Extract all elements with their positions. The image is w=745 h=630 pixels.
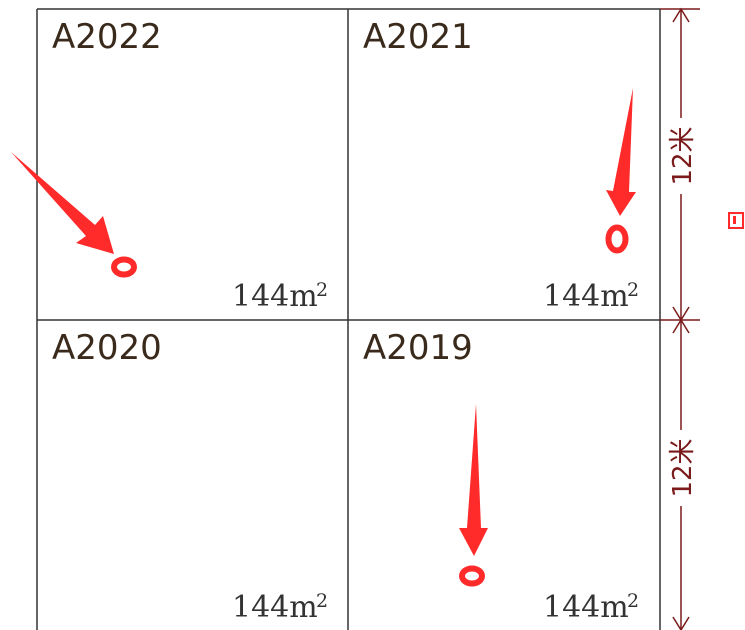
area-superscript: 2 — [627, 590, 639, 612]
arrow-icon — [606, 88, 636, 216]
area-label-a2019: 144m 2 — [543, 590, 639, 625]
dimension-line — [660, 7, 700, 630]
dimension-arrowhead-icon — [672, 616, 690, 630]
area-superscript: 2 — [316, 279, 328, 301]
grid-lines — [36, 8, 661, 630]
ring-marker-icon — [459, 565, 485, 587]
marker-arrow-a2022 — [11, 152, 137, 278]
arrow-icon — [459, 404, 488, 556]
arrow-icon — [11, 152, 114, 254]
small-square-icon — [728, 212, 744, 229]
dimension-label-bottom: 12米 — [668, 438, 698, 497]
area-value: 144m — [543, 590, 629, 625]
plot-label-a2021: A2021 — [363, 17, 473, 57]
area-label-a2020: 144m 2 — [232, 590, 328, 625]
area-label-a2022: 144m 2 — [232, 279, 328, 314]
dimension-label-backing — [669, 430, 695, 506]
ring-marker-icon — [605, 224, 629, 254]
dimension-label-top: 12米 — [668, 126, 698, 185]
area-value: 144m — [232, 279, 318, 314]
dimension-arrowhead-icon — [672, 318, 690, 334]
marker-arrow-a2019 — [459, 404, 488, 587]
plot-label-a2022: A2022 — [52, 17, 162, 57]
marker-arrow-a2021 — [605, 88, 636, 254]
area-superscript: 2 — [627, 279, 639, 301]
area-label-a2021: 144m 2 — [543, 279, 639, 314]
area-value: 144m — [543, 279, 629, 314]
plot-label-a2019: A2019 — [363, 328, 473, 368]
ring-marker-icon — [111, 256, 137, 278]
area-superscript: 2 — [316, 590, 328, 612]
area-value: 144m — [232, 590, 318, 625]
dimension-label-backing — [669, 118, 695, 194]
dimension-arrowhead-icon — [672, 7, 690, 23]
plot-label-a2020: A2020 — [52, 328, 162, 368]
